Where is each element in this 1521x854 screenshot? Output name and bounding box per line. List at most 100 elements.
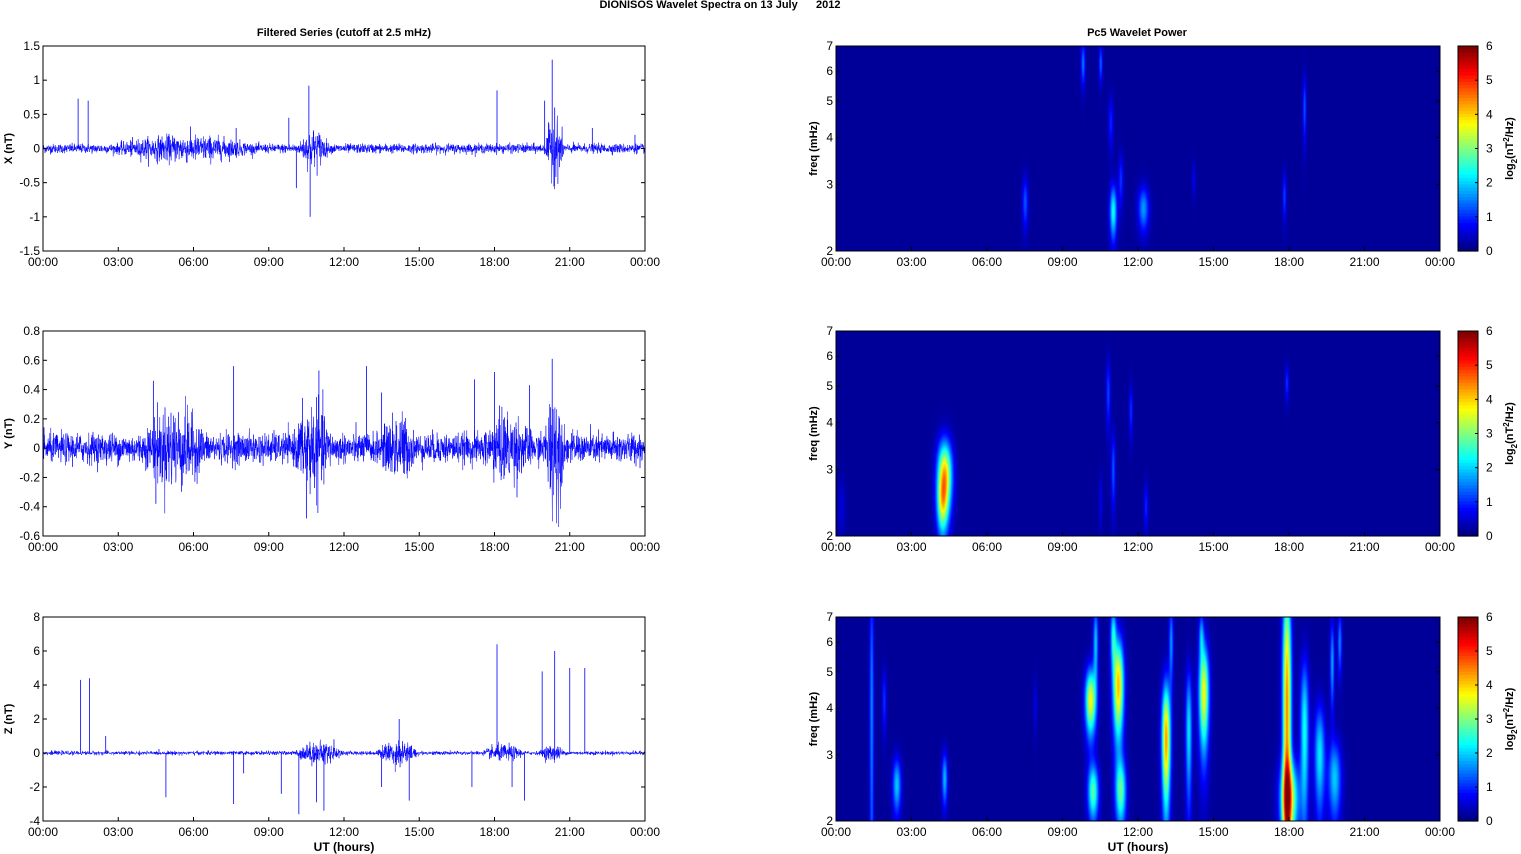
y-tick-label: 5 [826, 94, 833, 108]
x-tick-label: 00:00 [821, 255, 851, 269]
colorbar-segment [1458, 186, 1478, 191]
colorbar-segment [1458, 741, 1478, 746]
colorbar-segment [1458, 238, 1478, 242]
colorbar-tick-label: 3 [1486, 712, 1493, 726]
x-tick-label: 12:00 [1123, 540, 1153, 554]
x-tick-label: 09:00 [1047, 255, 1077, 269]
colorbar-segment [1458, 228, 1478, 233]
colorbar-segment [1458, 683, 1478, 688]
y-tick-label: 4 [826, 416, 833, 430]
colorbar-segment [1458, 71, 1478, 76]
x-tick-label: 15:00 [1198, 255, 1228, 269]
colorbar-tick-label: 6 [1486, 610, 1493, 624]
colorbar-segment [1458, 436, 1478, 441]
colorbar-segment [1458, 206, 1478, 210]
colorbar-segment [1458, 417, 1478, 422]
y-tick-label: 0 [33, 142, 40, 156]
colorbar-segment [1458, 218, 1478, 223]
colorbar-segment [1458, 744, 1478, 749]
x-tick-label: 09:00 [254, 255, 284, 269]
colorbar-segment [1458, 639, 1478, 644]
colorbar-segment [1458, 423, 1478, 428]
colorbar-segment [1458, 190, 1478, 194]
x-tick-label: 12:00 [329, 255, 359, 269]
y-tick-label: 0.4 [23, 383, 40, 397]
colorbar-segment [1458, 484, 1478, 489]
x-tick-label: 06:00 [972, 255, 1002, 269]
colorbar-segment [1458, 648, 1478, 653]
y-axis-label: Z (nT) [3, 703, 15, 734]
colorbar-segment [1458, 617, 1478, 621]
y-axis-label: Y (nT) [3, 418, 15, 449]
x-tick-label: 03:00 [896, 540, 926, 554]
colorbar-segment [1458, 90, 1478, 95]
colorbar-segment [1458, 113, 1478, 118]
colorbar-segment [1458, 350, 1478, 355]
x-tick-label: 09:00 [1047, 825, 1077, 839]
x-tick-label: 00:00 [28, 540, 58, 554]
y-axis-label: freq (mHz) [808, 691, 820, 746]
x-tick-label: 12:00 [1123, 825, 1153, 839]
colorbar-segment [1458, 481, 1478, 486]
colorbar-tick-label: 6 [1486, 39, 1493, 53]
colorbar-label-part: 2 [1510, 443, 1519, 448]
colorbar-segment [1458, 471, 1478, 476]
colorbar-segment [1458, 433, 1478, 438]
x-tick-label: 03:00 [896, 255, 926, 269]
colorbar-segment [1458, 199, 1478, 204]
y-tick-label: -1 [29, 210, 40, 224]
colorbar-segment [1458, 382, 1478, 387]
x-tick-label: 15:00 [404, 255, 434, 269]
x-tick-label: 03:00 [103, 255, 133, 269]
colorbar-segment [1458, 626, 1478, 631]
colorbar-tick-label: 2 [1486, 461, 1493, 475]
timeseries-panel-0: 1.510.50-0.5-1-1.500:00 03:00 06:00 09:00 12… [3, 39, 660, 269]
colorbar-segment [1458, 677, 1478, 682]
colorbar-label-part: 2 [1510, 729, 1519, 734]
x-tick-label: 18:00 [479, 540, 509, 554]
colorbar-segment [1458, 760, 1478, 765]
colorbar-segment [1458, 757, 1478, 762]
series-line [42, 389, 646, 527]
colorbar-segment [1458, 244, 1478, 249]
colorbar-segment [1458, 427, 1478, 431]
y-tick-label: 2 [33, 712, 40, 726]
y-tick-label: 2 [826, 244, 833, 258]
colorbar-segment [1458, 183, 1478, 188]
colorbar-segment [1458, 792, 1478, 797]
x-tick-label: 21:00 [1349, 540, 1379, 554]
colorbar-label-part: /Hz) [1504, 687, 1516, 708]
colorbar-segment [1458, 532, 1478, 537]
colorbar-segment [1458, 414, 1478, 419]
y-tick-label: -0.5 [19, 176, 40, 190]
colorbar-segment [1458, 779, 1478, 784]
colorbar-segment [1458, 763, 1478, 768]
colorbar-segment [1458, 55, 1478, 60]
x-tick-label: 21:00 [1349, 825, 1379, 839]
colorbar-segment [1458, 652, 1478, 656]
colorbar-label: log2(nT2/Hz) [1502, 402, 1519, 465]
colorbar-label: log2(nT2/Hz) [1502, 687, 1519, 750]
y-tick-label: -4 [29, 814, 40, 828]
y-tick-label: 0.6 [23, 353, 40, 367]
colorbar-segment [1458, 754, 1478, 758]
x-tick-label: 18:00 [479, 825, 509, 839]
colorbar-segment [1458, 340, 1478, 345]
colorbar-segment [1458, 388, 1478, 393]
x-tick-label: 03:00 [103, 540, 133, 554]
colorbar-tick-label: 0 [1486, 814, 1493, 828]
colorbar-segment [1458, 500, 1478, 505]
colorbar-segment [1458, 87, 1478, 92]
colorbar-segment [1458, 798, 1478, 803]
colorbar-segment [1458, 709, 1478, 714]
colorbar-segment [1458, 817, 1478, 822]
colorbar-tick-label: 5 [1486, 358, 1493, 372]
colorbar-segment [1458, 395, 1478, 399]
x-tick-label: 06:00 [178, 825, 208, 839]
colorbar-tick-label: 0 [1486, 529, 1493, 543]
colorbar-segment [1458, 782, 1478, 787]
colorbar-segment [1458, 154, 1478, 159]
